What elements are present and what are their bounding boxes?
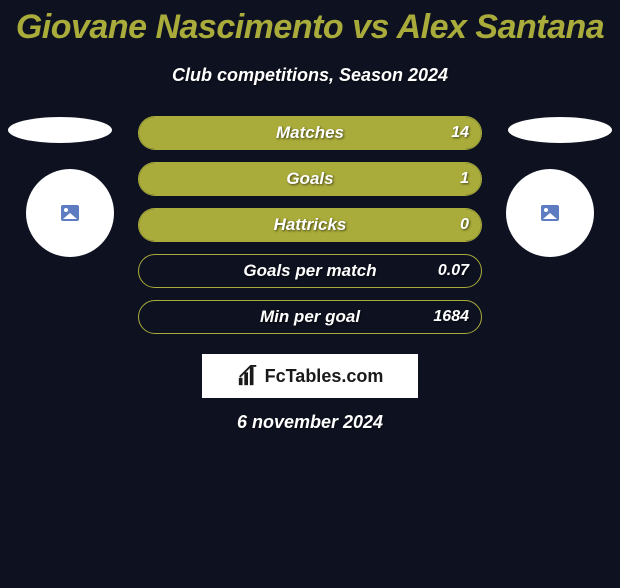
fctables-bars-icon xyxy=(237,365,259,387)
player-left-ellipse xyxy=(8,117,112,143)
stat-label: Hattricks xyxy=(274,215,347,235)
stat-bar-goals-per-match: Goals per match 0.07 xyxy=(138,254,482,288)
stat-right-value: 1 xyxy=(460,170,469,188)
stat-bar-min-per-goal: Min per goal 1684 xyxy=(138,300,482,334)
comparison-panel: Matches 14 Goals 1 Hattricks 0 Goals per… xyxy=(0,116,620,334)
stat-label: Min per goal xyxy=(260,307,360,327)
page-title: Giovane Nascimento vs Alex Santana xyxy=(0,8,620,47)
stat-label: Goals per match xyxy=(243,261,376,281)
branding-box: FcTables.com xyxy=(202,354,418,398)
branding-text: FcTables.com xyxy=(265,366,384,387)
player-right-avatar xyxy=(506,169,594,257)
stat-bar-hattricks: Hattricks 0 xyxy=(138,208,482,242)
player-right-ellipse xyxy=(508,117,612,143)
stat-right-value: 1684 xyxy=(433,308,469,326)
stat-bar-matches: Matches 14 xyxy=(138,116,482,150)
date-text: 6 november 2024 xyxy=(0,412,620,433)
player-left-avatar xyxy=(26,169,114,257)
stat-right-value: 0.07 xyxy=(438,262,469,280)
stat-bar-goals: Goals 1 xyxy=(138,162,482,196)
stats-bars: Matches 14 Goals 1 Hattricks 0 Goals per… xyxy=(138,116,482,334)
subtitle: Club competitions, Season 2024 xyxy=(0,65,620,86)
stat-right-value: 14 xyxy=(451,124,469,142)
stat-right-value: 0 xyxy=(460,216,469,234)
stat-label: Matches xyxy=(276,123,344,143)
placeholder-image-icon xyxy=(61,205,79,221)
placeholder-image-icon xyxy=(541,205,559,221)
stat-label: Goals xyxy=(286,169,333,189)
